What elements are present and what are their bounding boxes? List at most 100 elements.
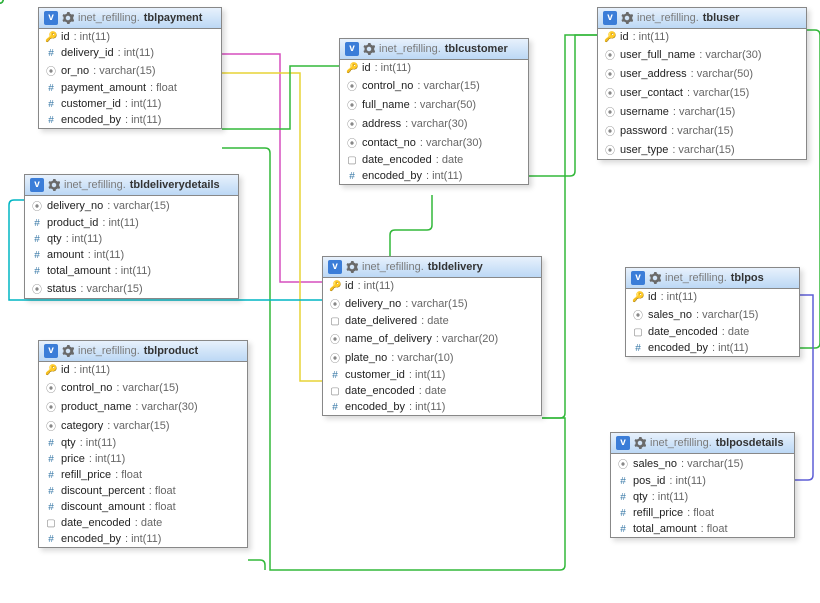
column-name: status [47, 283, 76, 295]
table-header[interactable]: vinet_refilling.tblcustomer [340, 39, 528, 60]
column-row[interactable]: #amount : int(11) [25, 247, 238, 263]
column-row[interactable]: #customer_id : int(11) [323, 367, 541, 383]
table-tblcustomer[interactable]: vinet_refilling.tblcustomer🔑id : int(11)… [339, 38, 529, 185]
column-row[interactable]: ⦿user_contact : varchar(15) [598, 83, 806, 102]
hash-icon: # [617, 492, 629, 503]
column-name: full_name [362, 99, 410, 111]
schema-name: inet_refilling. [637, 12, 699, 24]
column-row[interactable]: ⦿control_no : varchar(15) [340, 76, 528, 95]
column-row[interactable]: #refill_price : float [611, 505, 794, 521]
column-row[interactable]: #encoded_by : int(11) [340, 168, 528, 184]
column-row[interactable]: ⦿user_address : varchar(50) [598, 64, 806, 83]
column-row[interactable]: 🔑id : int(11) [323, 278, 541, 294]
table-tbldeliverydetails[interactable]: vinet_refilling.tbldeliverydetails⦿deliv… [24, 174, 239, 299]
column-row[interactable]: #total_amount : int(11) [25, 263, 238, 279]
column-row[interactable]: ⦿sales_no : varchar(15) [611, 454, 794, 473]
column-type: : int(11) [102, 217, 138, 229]
table-tbldelivery[interactable]: vinet_refilling.tbldelivery🔑id : int(11)… [322, 256, 542, 416]
v-badge-icon: v [345, 42, 359, 56]
column-row[interactable]: ▢date_encoded : date [340, 152, 528, 168]
hash-icon: # [45, 534, 57, 545]
table-name: tbldeliverydetails [130, 179, 220, 191]
table-tblproduct[interactable]: vinet_refilling.tblproduct🔑id : int(11)⦿… [38, 340, 248, 548]
column-row[interactable]: 🔑id : int(11) [340, 60, 528, 76]
column-row[interactable]: ⦿contact_no : varchar(30) [340, 133, 528, 152]
column-row[interactable]: #encoded_by : int(11) [626, 340, 799, 356]
table-name: tbluser [703, 12, 740, 24]
column-row[interactable]: ⦿user_full_name : varchar(30) [598, 45, 806, 64]
column-row[interactable]: #customer_id : int(11) [39, 96, 221, 112]
column-row[interactable]: #qty : int(11) [611, 489, 794, 505]
hash-icon: # [45, 470, 57, 481]
table-header[interactable]: vinet_refilling.tblproduct [39, 341, 247, 362]
table-header[interactable]: vinet_refilling.tblpayment [39, 8, 221, 29]
column-row[interactable]: ⦿delivery_no : varchar(15) [25, 196, 238, 215]
column-row[interactable]: ▢date_delivered : date [323, 313, 541, 329]
column-row[interactable]: #price : int(11) [39, 451, 247, 467]
column-row[interactable]: ⦿name_of_delivery : varchar(20) [323, 329, 541, 348]
column-row[interactable]: #refill_price : float [39, 467, 247, 483]
v-badge-icon: v [44, 11, 58, 25]
column-row[interactable]: #delivery_id : int(11) [39, 45, 221, 61]
column-type: : varchar(15) [107, 420, 169, 432]
column-row[interactable]: ⦿address : varchar(30) [340, 114, 528, 133]
table-header[interactable]: vinet_refilling.tblpos [626, 268, 799, 289]
v-badge-icon: v [44, 344, 58, 358]
table-tblposdetails[interactable]: vinet_refilling.tblposdetails⦿sales_no :… [610, 432, 795, 538]
column-type: : int(11) [118, 47, 154, 59]
column-row[interactable]: #pos_id : int(11) [611, 473, 794, 489]
table-header[interactable]: vinet_refilling.tbluser [598, 8, 806, 29]
schema-name: inet_refilling. [665, 272, 727, 284]
table-tblpos[interactable]: vinet_refilling.tblpos🔑id : int(11)⦿sale… [625, 267, 800, 357]
column-row[interactable]: #encoded_by : int(11) [323, 399, 541, 415]
column-type: : int(11) [375, 62, 411, 74]
column-type: : int(11) [125, 114, 161, 126]
key-icon: 🔑 [45, 365, 57, 376]
column-row[interactable]: #qty : int(11) [39, 435, 247, 451]
column-row[interactable]: #discount_amount : float [39, 499, 247, 515]
column-row[interactable]: ⦿password : varchar(15) [598, 121, 806, 140]
table-header[interactable]: vinet_refilling.tbldeliverydetails [25, 175, 238, 196]
column-type: : int(11) [89, 453, 125, 465]
column-row[interactable]: ⦿full_name : varchar(50) [340, 95, 528, 114]
column-row[interactable]: ▢date_encoded : date [39, 515, 247, 531]
column-type: : int(11) [669, 475, 705, 487]
column-row[interactable]: ⦿category : varchar(15) [39, 416, 247, 435]
column-type: : int(11) [80, 437, 116, 449]
column-row[interactable]: #encoded_by : int(11) [39, 531, 247, 547]
column-row[interactable]: #payment_amount : float [39, 80, 221, 96]
column-type: : int(11) [125, 98, 161, 110]
column-row[interactable]: #product_id : int(11) [25, 215, 238, 231]
column-name: id [648, 291, 657, 303]
column-row[interactable]: ⦿control_no : varchar(15) [39, 378, 247, 397]
column-type: : varchar(30) [699, 49, 761, 61]
column-row[interactable]: ⦿or_no : varchar(15) [39, 61, 221, 80]
column-row[interactable]: #encoded_by : int(11) [39, 112, 221, 128]
column-row[interactable]: ⦿plate_no : varchar(10) [323, 348, 541, 367]
schema-name: inet_refilling. [379, 43, 441, 55]
table-tblpayment[interactable]: vinet_refilling.tblpayment🔑id : int(11)#… [38, 7, 222, 129]
column-row[interactable]: 🔑id : int(11) [39, 362, 247, 378]
column-row[interactable]: ⦿product_name : varchar(30) [39, 397, 247, 416]
table-tbluser[interactable]: vinet_refilling.tbluser🔑id : int(11)⦿use… [597, 7, 807, 160]
column-row[interactable]: ⦿delivery_no : varchar(15) [323, 294, 541, 313]
table-header[interactable]: vinet_refilling.tblposdetails [611, 433, 794, 454]
column-type: : varchar(15) [116, 382, 178, 394]
table-header[interactable]: vinet_refilling.tbldelivery [323, 257, 541, 278]
column-row[interactable]: 🔑id : int(11) [39, 29, 221, 45]
column-type: : varchar(15) [80, 283, 142, 295]
column-row[interactable]: 🔑id : int(11) [598, 29, 806, 45]
column-row[interactable]: ⦿status : varchar(15) [25, 279, 238, 298]
column-row[interactable]: #total_amount : float [611, 521, 794, 537]
column-row[interactable]: #discount_percent : float [39, 483, 247, 499]
column-row[interactable]: ⦿username : varchar(15) [598, 102, 806, 121]
column-row[interactable]: ⦿user_type : varchar(15) [598, 140, 806, 159]
column-row[interactable]: #qty : int(11) [25, 231, 238, 247]
table-name: tblpayment [144, 12, 203, 24]
column-row[interactable]: ▢date_encoded : date [626, 324, 799, 340]
column-row[interactable]: ⦿sales_no : varchar(15) [626, 305, 799, 324]
date-icon: ▢ [632, 327, 644, 338]
column-row[interactable]: 🔑id : int(11) [626, 289, 799, 305]
table-name: tbldelivery [428, 261, 483, 273]
column-row[interactable]: ▢date_encoded : date [323, 383, 541, 399]
